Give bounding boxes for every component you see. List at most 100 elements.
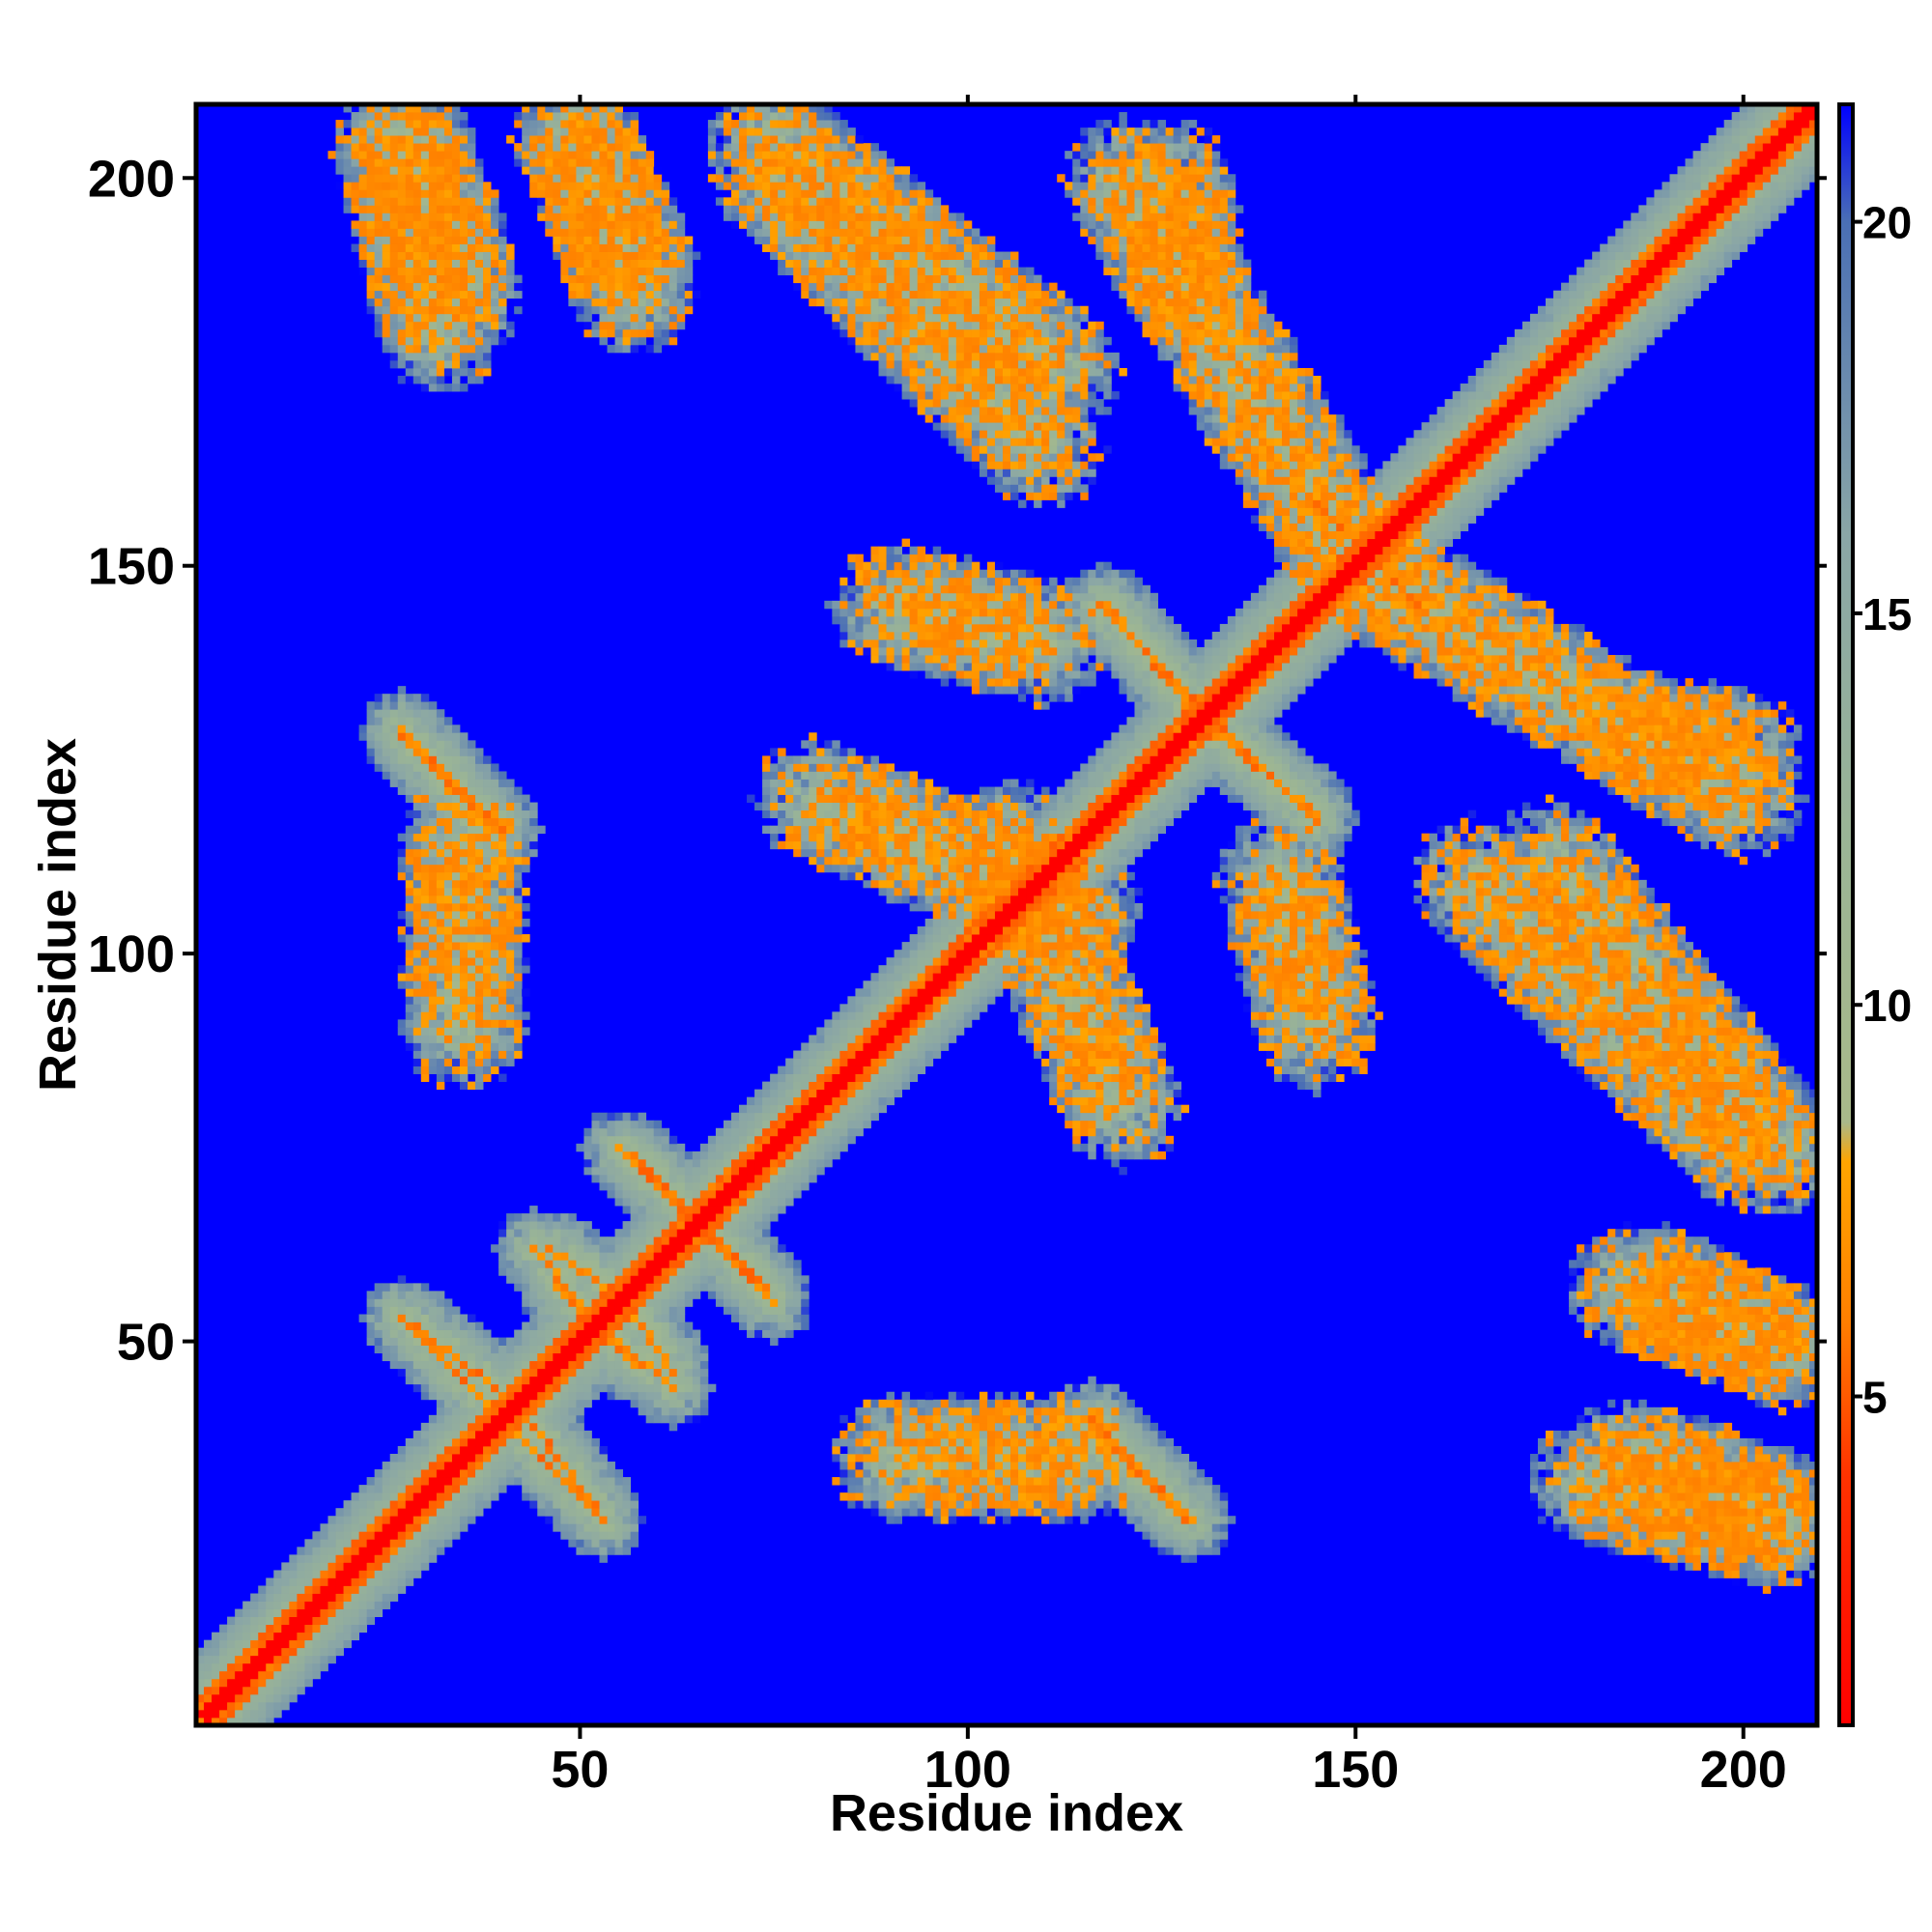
heatmap-cell [1607,1229,1616,1237]
heatmap-cell [443,1414,453,1424]
heatmap-cell [855,1081,864,1091]
heatmap-cell [614,1244,623,1253]
heatmap-cell [762,1314,771,1322]
heatmap-cell [1600,1329,1608,1338]
heatmap-cell [924,1500,934,1509]
heatmap-cell [739,1112,748,1122]
heatmap-cell [553,1477,561,1486]
heatmap-cell [591,1112,600,1122]
heatmap-cell [537,1298,546,1307]
heatmap-cell [1801,1562,1810,1571]
heatmap-cell [1173,1531,1182,1540]
heatmap-cell [483,1376,492,1385]
heatmap-cell [1747,1275,1756,1284]
heatmap-cell [638,1298,647,1307]
heatmap-cell [1072,1383,1081,1393]
heatmap-cell [420,1500,430,1509]
heatmap-cell [374,1314,384,1322]
heatmap-cell [1080,1454,1089,1463]
heatmap-cell [1747,1104,1756,1114]
heatmap-cell [405,1454,414,1463]
heatmap-cell [212,1647,220,1657]
heatmap-cell [1662,1462,1670,1470]
heatmap-cell [1808,1127,1817,1137]
heatmap-cell [1631,1229,1639,1237]
heatmap-cell [824,1158,833,1168]
heatmap-cell [1553,1500,1562,1509]
heatmap-cell [475,1422,484,1432]
heatmap-cell [576,1477,584,1486]
heatmap-cell [1584,1252,1593,1261]
heatmap-cell [1747,1089,1756,1098]
heatmap-cell [1057,1492,1065,1501]
heatmap-cell [1731,1500,1741,1509]
heatmap-cell [1600,1260,1608,1268]
heatmap-cell [730,1166,740,1176]
heatmap-cell [1762,1547,1772,1555]
heatmap-cell [1577,1508,1585,1517]
heatmap-cell [1669,1089,1678,1098]
heatmap-cell [560,1376,569,1385]
heatmap-cell [747,1314,755,1322]
heatmap-cell [1716,1570,1725,1578]
heatmap-cell [428,1462,438,1470]
heatmap-cell [576,1221,584,1230]
heatmap-cell [661,1244,670,1253]
heatmap-cell [676,1368,686,1378]
heatmap-cell [576,1414,584,1424]
heatmap-cell [1631,1089,1639,1098]
heatmap-cell [204,1670,213,1680]
heatmap-cell [599,1166,608,1176]
heatmap-cell [568,1477,577,1486]
heatmap-cell [289,1678,298,1688]
heatmap-cell [1615,1291,1624,1299]
heatmap-cell [1002,1462,1011,1470]
heatmap-cell [785,1190,794,1199]
heatmap-cell [924,1445,934,1455]
heatmap-cell [366,1585,376,1594]
heatmap-cell [1662,1321,1670,1330]
heatmap-cell [793,1314,802,1322]
heatmap-cell [715,1135,724,1145]
heatmap-cell [1615,1345,1624,1354]
heatmap-cell [459,1508,469,1517]
heatmap-cell [1600,1081,1608,1091]
heatmap-cell [553,1267,561,1276]
heatmap-cell [707,1213,717,1222]
heatmap-cell [1777,1454,1787,1463]
heatmap-cell [553,1414,561,1424]
heatmap-cell [420,1298,430,1307]
heatmap-cell [901,1462,911,1470]
heatmap-cell [1754,1298,1764,1307]
heatmap-cell [468,1321,476,1330]
heatmap-cell [1577,1298,1585,1307]
heatmap-cell [1801,1516,1810,1524]
heatmap-cell [576,1508,584,1517]
heatmap-cell [1646,1345,1655,1354]
heatmap-cell [506,1477,515,1486]
heatmap-cell [1165,1539,1175,1548]
heatmap-cell [668,1166,678,1176]
heatmap-cell [1654,1260,1662,1268]
heatmap-cell [870,1508,879,1517]
heatmap-cell [1762,1500,1772,1509]
heatmap-cell [1708,1252,1718,1261]
heatmap-cell [847,1422,856,1432]
heatmap-cell [468,1058,476,1066]
heatmap-cell [1119,1406,1127,1416]
heatmap-cell [591,1454,600,1463]
heatmap-cell [374,1593,384,1602]
heatmap-cell [1010,1454,1019,1463]
heatmap-cell [607,1523,615,1532]
heatmap-cell [1669,1485,1678,1493]
heatmap-cell [1646,1554,1655,1563]
heatmap-cell [1662,1073,1670,1083]
heatmap-cell [1723,1089,1733,1098]
heatmap-cell [1801,1158,1810,1168]
heatmap-cell [692,1206,701,1214]
heatmap-cell [739,1104,748,1114]
heatmap-cell [638,1127,647,1137]
heatmap-cell [1095,1081,1104,1091]
heatmap-cell [1615,1104,1624,1114]
